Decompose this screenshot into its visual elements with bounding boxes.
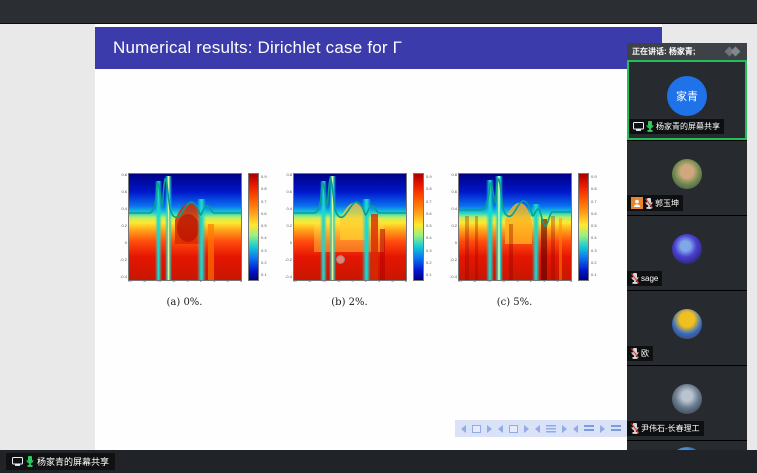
participants-sidebar: 正在讲话: 杨家青; 家青 杨家青的屏幕共享	[627, 43, 747, 473]
speaking-now-banner: 正在讲话: 杨家青;	[627, 43, 747, 60]
frame-list-icon[interactable]	[546, 424, 556, 433]
double-diamond-collapse-icon[interactable]	[723, 46, 743, 57]
prev-frame-arrow-icon[interactable]	[498, 424, 503, 433]
section-list-icon[interactable]	[584, 424, 594, 433]
avatar: 家青	[667, 76, 707, 116]
mic-muted-icon	[645, 197, 653, 209]
slide-title: Numerical results: Dirichlet case for Γ	[113, 38, 403, 57]
overlay-box-icon[interactable]	[509, 424, 518, 433]
participant-name-chip: 欧	[627, 346, 653, 361]
slide-title-banner: Numerical results: Dirichlet case for Γ	[95, 27, 662, 69]
participant-tile-sage[interactable]: sage	[627, 216, 747, 290]
mic-on-icon	[26, 456, 34, 467]
figure-a-colorbar	[248, 173, 259, 281]
prev-section-arrow-icon[interactable]	[573, 424, 578, 433]
figure-a-heatmap	[128, 173, 242, 281]
participant-tile-yinweishi[interactable]: 尹伟石-长春理工	[627, 366, 747, 440]
figure-b-caption: (b) 2%.	[331, 297, 368, 308]
next-subsection-arrow-icon[interactable]	[562, 424, 567, 433]
screen-share-icon	[633, 122, 644, 131]
slide-box-icon[interactable]	[472, 424, 481, 433]
shared-slide: Numerical results: Dirichlet case for Γ …	[95, 24, 707, 450]
mic-muted-icon	[631, 348, 639, 359]
mic-muted-icon	[631, 273, 639, 284]
mic-on-icon	[646, 121, 654, 132]
os-taskbar: 杨家青的屏幕共享	[0, 450, 757, 473]
figure-a-colorbar-ticks: 0.9 0.8 0.7 0.6 0.5 0.4 0.3 0.2 0.1	[261, 174, 267, 277]
figure-b-colorbar-ticks: 0.9 0.8 0.7 0.6 0.5 0.4 0.3 0.2 0.1	[426, 174, 432, 277]
screen-share-status-chip[interactable]: 杨家青的屏幕共享	[6, 453, 116, 470]
participant-name-chip: 杨家青的屏幕共享	[629, 119, 724, 134]
participant-name: 欧	[641, 349, 649, 358]
figure-b-colorbar	[413, 173, 424, 281]
appendix-list-icon[interactable]	[611, 424, 621, 433]
person-badge-icon	[631, 197, 643, 209]
figure-a-caption: (a) 0%.	[166, 297, 203, 308]
screen-share-status-label: 杨家青的屏幕共享	[37, 457, 110, 467]
avatar	[672, 159, 702, 189]
mic-muted-icon	[631, 423, 639, 434]
participant-tile-yangjiaqing[interactable]: 家青 杨家青的屏幕共享	[627, 60, 747, 140]
figure-row: 0.8 0.6 0.4 0.2 0 -0.2 -0.4	[95, 164, 662, 334]
next-frame-arrow-icon[interactable]	[524, 424, 529, 433]
participant-tile-guoyukun[interactable]: 郭玉坤	[627, 141, 747, 215]
next-section-arrow-icon[interactable]	[600, 424, 605, 433]
screen-share-icon	[12, 457, 23, 466]
figure-c: 0.8 0.6 0.4 0.2 0 -0.2 -0.4	[447, 164, 602, 309]
figure-b: 0.8 0.6 0.4 0.2 0 -0.2 -0.4	[282, 164, 437, 309]
prev-slide-arrow-icon[interactable]	[461, 424, 466, 433]
figure-a: 0.8 0.6 0.4 0.2 0 -0.2 -0.4	[117, 164, 272, 309]
viewer-right-margin	[747, 24, 757, 450]
figure-c-heatmap	[458, 173, 572, 281]
participant-name: sage	[641, 274, 659, 283]
figure-c-y-axis-ticks: 0.8 0.6 0.4 0.2 0 -0.2 -0.4	[450, 172, 457, 279]
window-title-bar	[0, 0, 757, 24]
participant-name: 杨家青的屏幕共享	[656, 122, 720, 131]
participant-name-chip: 郭玉坤	[627, 195, 683, 211]
avatar-initials: 家青	[676, 91, 698, 103]
participant-name-chip: sage	[627, 271, 663, 286]
figure-c-colorbar-ticks: 0.9 0.8 0.7 0.6 0.5 0.4 0.3 0.2 0.1	[591, 174, 597, 277]
figure-b-y-axis-ticks: 0.8 0.6 0.4 0.2 0 -0.2 -0.4	[285, 172, 292, 279]
figure-c-caption: (c) 5%.	[496, 297, 533, 308]
participant-name: 郭玉坤	[655, 198, 679, 208]
figure-a-y-axis-ticks: 0.8 0.6 0.4 0.2 0 -0.2 -0.4	[120, 172, 127, 279]
speaking-now-label: 正在讲话: 杨家青;	[632, 47, 696, 56]
participant-name-chip: 尹伟石-长春理工	[627, 421, 704, 436]
participant-name: 尹伟石-长春理工	[641, 424, 700, 433]
avatar	[672, 309, 702, 339]
prev-subsection-arrow-icon[interactable]	[535, 424, 540, 433]
figure-b-heatmap	[293, 173, 407, 281]
figure-c-colorbar	[578, 173, 589, 281]
next-slide-arrow-icon[interactable]	[487, 424, 492, 433]
avatar	[672, 234, 702, 264]
avatar	[672, 384, 702, 414]
participant-tile-ou[interactable]: 欧	[627, 291, 747, 365]
presenter-cursor	[336, 255, 345, 264]
